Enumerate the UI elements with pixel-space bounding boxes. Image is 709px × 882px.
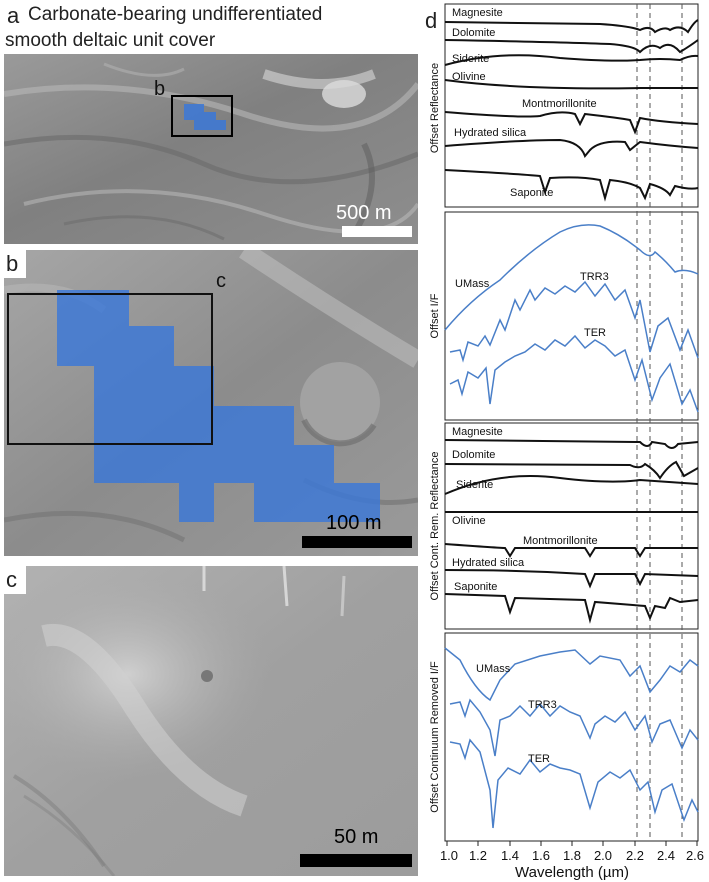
carbonate-unit-highlight: [57, 290, 380, 522]
plot3-label-0: Magnesite: [452, 426, 503, 438]
plot4-label-2: TER: [528, 753, 550, 765]
plot4-observed-spectra: [444, 647, 699, 829]
panel-b-inset-letter: c: [216, 270, 226, 292]
x-axis-label: Wavelength (µm): [515, 864, 629, 881]
x-tick-label-8: 2.6: [686, 848, 704, 863]
plot1-label-3: Olivine: [452, 71, 486, 83]
plot3-label-6: Saponite: [454, 581, 497, 593]
panel-a-scale-bar: [342, 226, 412, 237]
plot3-ylabel: Offset Cont. Rem. Reflectance: [429, 452, 441, 601]
plot2-observed-spectra: [444, 224, 699, 413]
x-tick-label-1: 1.2: [469, 848, 487, 863]
plot1-label-2: Siderite: [452, 53, 489, 65]
plot3-label-2: Siderite: [456, 479, 493, 491]
x-tick-label-7: 2.4: [657, 848, 675, 863]
plot1-label-6: Saponite: [510, 187, 553, 199]
plot1-frame: [444, 3, 699, 208]
plot2-label-2: TER: [584, 327, 606, 339]
panel-a-title-line2: smooth deltaic unit cover: [5, 30, 216, 51]
x-tick-label-6: 2.2: [626, 848, 644, 863]
panel-c-scale-bar: [300, 854, 412, 867]
inset-box-c: [7, 293, 213, 445]
plot3-label-4: Montmorillonite: [523, 535, 598, 547]
plot4-label-0: UMass: [476, 663, 511, 675]
plot3-lab-spectra: [444, 439, 699, 624]
plot4-ylabel: Offset Continuum Removed I/F: [429, 661, 441, 813]
x-tick-label-3: 1.6: [532, 848, 550, 863]
panel-a-image: b 500 m: [4, 54, 418, 244]
inset-box-b: [171, 95, 233, 137]
panel-c-letter-bg: [0, 566, 26, 594]
panel-c-image: 50 m: [4, 566, 418, 876]
plot1-label-4: Montmorillonite: [522, 98, 597, 110]
plot1-label-5: Hydrated silica: [454, 127, 527, 139]
panel-b-letter: b: [6, 251, 19, 276]
panel-a-inset-letter: b: [154, 78, 166, 100]
x-tick-label-4: 1.8: [563, 848, 581, 863]
plot2-frame: [444, 211, 699, 421]
plot3-label-1: Dolomite: [452, 449, 495, 461]
panel-b-letter-bg: [0, 250, 26, 278]
plot1-label-1: Dolomite: [452, 27, 495, 39]
panel-b-scale-bar: [302, 536, 412, 548]
panel-c-scale-label: 50 m: [334, 826, 379, 848]
plot4-label-1: TRR3: [528, 699, 557, 711]
x-axis-ticks: [446, 841, 698, 846]
panel-b-scale-label: 100 m: [326, 512, 382, 534]
plot2-ylabel: Offset I/F: [429, 293, 441, 338]
panel-a-title-line1: Carbonate-bearing undifferentiated: [28, 4, 323, 25]
x-tick-label-2: 1.4: [501, 848, 519, 863]
panel-c-letter: c: [6, 567, 17, 592]
plot2-label-0: UMass: [455, 278, 490, 290]
plot3-label-3: Olivine: [452, 515, 486, 527]
plot1-ylabel: Offset Reflectance: [429, 63, 441, 153]
panel-d-letter: d: [425, 8, 438, 33]
panel-b-image: c 100 m: [4, 250, 418, 556]
carbonate-unit-highlight: [184, 104, 226, 130]
panel-a-scale-label: 500 m: [336, 202, 392, 224]
panel-a-letter: a: [7, 3, 20, 28]
x-tick-label-5: 2.0: [594, 848, 612, 863]
plot2-label-1: TRR3: [580, 271, 609, 283]
plot1-lab-spectra: [444, 19, 699, 202]
plot3-frame: [444, 422, 699, 630]
plot1-label-0: Magnesite: [452, 7, 503, 19]
plot3-label-5: Hydrated silica: [452, 557, 525, 569]
x-tick-label-0: 1.0: [440, 848, 458, 863]
